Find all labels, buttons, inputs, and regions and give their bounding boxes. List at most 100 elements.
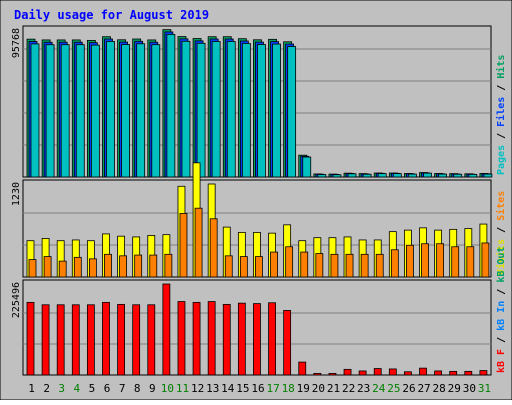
day-label-1: 1 <box>28 382 35 395</box>
bar-visits-sites-day-1 <box>28 259 37 278</box>
legend-item-hits-3: / <box>496 85 507 97</box>
bar-visits-sites-day-14 <box>224 255 233 278</box>
bar-kbytes-kb-f-day-12 <box>192 301 201 376</box>
bar-kbytes-kb-f-day-21 <box>328 372 337 376</box>
bar-kbytes-kb-f-day-25 <box>388 368 397 376</box>
bar-kbytes-kb-f-day-3 <box>56 304 65 376</box>
bar-hits-pages-day-26 <box>408 173 417 178</box>
legend-item-visits-0: Visits <box>495 239 507 275</box>
bar-hits-pages-day-21 <box>332 174 342 178</box>
bar-hits-pages-day-12 <box>196 42 206 178</box>
bar-kbytes-kb-f-day-14 <box>222 303 231 376</box>
bar-visits-sites-day-22 <box>345 253 354 278</box>
bar-kbytes-kb-f-day-24 <box>373 368 382 376</box>
bar-visits-sites-day-18 <box>285 246 294 278</box>
bar-visits-sites-day-28 <box>436 243 445 278</box>
legend-item-hits-2: Files <box>495 97 507 133</box>
bar-hits-pages-day-14 <box>226 41 236 178</box>
bar-kbytes-kb-f-day-16 <box>253 303 261 376</box>
day-label-14: 14 <box>221 382 235 395</box>
bar-kbytes-kb-f-day-18 <box>283 310 292 376</box>
bar-visits-sites-day-30 <box>466 246 475 278</box>
day-label-18: 18 <box>282 382 295 395</box>
day-label-21: 21 <box>327 382 340 395</box>
day-label-20: 20 <box>312 382 325 395</box>
bar-hits-pages-day-28 <box>438 173 448 178</box>
legend-item-kbytes-2: kB In <box>496 301 507 337</box>
day-label-25: 25 <box>387 382 400 395</box>
bar-hits-pages-day-2 <box>45 44 55 178</box>
day-label-31: 31 <box>478 382 491 395</box>
day-label-29: 29 <box>448 382 461 395</box>
bar-visits-sites-day-2 <box>43 256 52 278</box>
legend-item-kbytes-4: kB Out <box>496 247 507 289</box>
bar-kbytes-kb-f-day-30 <box>464 370 473 376</box>
day-label-2: 2 <box>43 382 50 395</box>
legend-item-hits-0: Pages <box>496 145 507 175</box>
bar-visits-sites-day-27 <box>421 243 429 278</box>
bar-visits-sites-day-23 <box>360 253 369 278</box>
bar-visits-sites-day-5 <box>88 258 97 278</box>
bar-hits-pages-day-29 <box>453 173 463 178</box>
bar-hits-pages-day-8 <box>136 43 146 178</box>
day-label-17: 17 <box>266 382 279 395</box>
bar-hits-pages-day-20 <box>317 174 327 178</box>
bar-kbytes-kb-f-day-11 <box>177 301 186 376</box>
bar-kbytes-kb-f-day-19 <box>298 361 307 376</box>
bar-visits-sites-day-11 <box>179 213 188 278</box>
bar-hits-pages-day-31 <box>483 173 493 178</box>
day-label-19: 19 <box>297 382 310 395</box>
day-label-9: 9 <box>149 382 156 395</box>
bar-visits-sites-day-12 <box>194 207 203 278</box>
bar-hits-pages-day-7 <box>121 44 130 178</box>
bar-visits-sites-day-24 <box>375 253 384 278</box>
bar-hits-pages-day-22 <box>347 173 357 178</box>
bar-hits-pages-day-30 <box>468 173 478 178</box>
bar-kbytes-kb-f-day-22 <box>343 368 352 376</box>
legend-item-hits-4: Hits <box>495 55 507 85</box>
max-label-hits: 95768 <box>11 28 22 58</box>
bar-kbytes-kb-f-day-5 <box>86 304 95 376</box>
day-label-3: 3 <box>58 382 65 395</box>
legend-item-hits-1: / <box>496 133 507 145</box>
bar-visits-sites-day-31 <box>481 242 490 278</box>
day-label-8: 8 <box>134 382 141 395</box>
bar-kbytes-kb-f-day-15 <box>237 302 246 376</box>
bar-hits-pages-day-3 <box>60 44 70 178</box>
day-label-22: 22 <box>342 382 355 395</box>
bar-kbytes-kb-f-day-10 <box>162 283 171 376</box>
bar-kbytes-kb-f-day-6 <box>102 301 110 376</box>
bar-visits-sites-day-10 <box>164 253 173 278</box>
bar-hits-pages-day-15 <box>241 43 251 178</box>
day-label-11: 11 <box>176 382 189 395</box>
bar-kbytes-kb-f-day-9 <box>147 304 156 376</box>
bar-visits-sites-day-25 <box>390 249 399 278</box>
day-label-26: 26 <box>402 382 415 395</box>
legend-item-visits-1: / <box>496 227 507 239</box>
bar-kbytes-kb-f-day-7 <box>117 303 125 376</box>
chart-title: Daily usage for August 2019 <box>14 8 209 22</box>
bar-hits-pages-day-24 <box>377 173 387 178</box>
day-label-27: 27 <box>417 382 430 395</box>
legend-item-visits-2: Sites <box>495 191 507 227</box>
bar-hits-pages-day-5 <box>90 44 100 178</box>
day-label-24: 24 <box>372 382 386 395</box>
bar-hits-pages-day-13 <box>211 41 221 178</box>
legend-item-kbytes-3: / <box>496 289 507 301</box>
day-label-13: 13 <box>206 382 219 395</box>
bar-kbytes-kb-f-day-8 <box>132 304 141 376</box>
bar-visits-sites-day-26 <box>406 244 414 278</box>
bar-hits-pages-day-4 <box>75 44 85 178</box>
bar-visits-sites-day-8 <box>134 254 143 278</box>
day-label-15: 15 <box>236 382 249 395</box>
day-label-10: 10 <box>161 382 174 395</box>
bar-visits-sites-day-17 <box>270 251 278 278</box>
bar-kbytes-kb-f-day-4 <box>71 304 80 376</box>
bar-hits-pages-day-16 <box>257 44 266 178</box>
bar-visits-sites-day-9 <box>149 254 158 278</box>
bar-kbytes-kb-f-day-27 <box>419 367 427 376</box>
bar-visits-sites-day-3 <box>58 260 67 278</box>
bar-visits-sites-day-7 <box>119 255 127 278</box>
